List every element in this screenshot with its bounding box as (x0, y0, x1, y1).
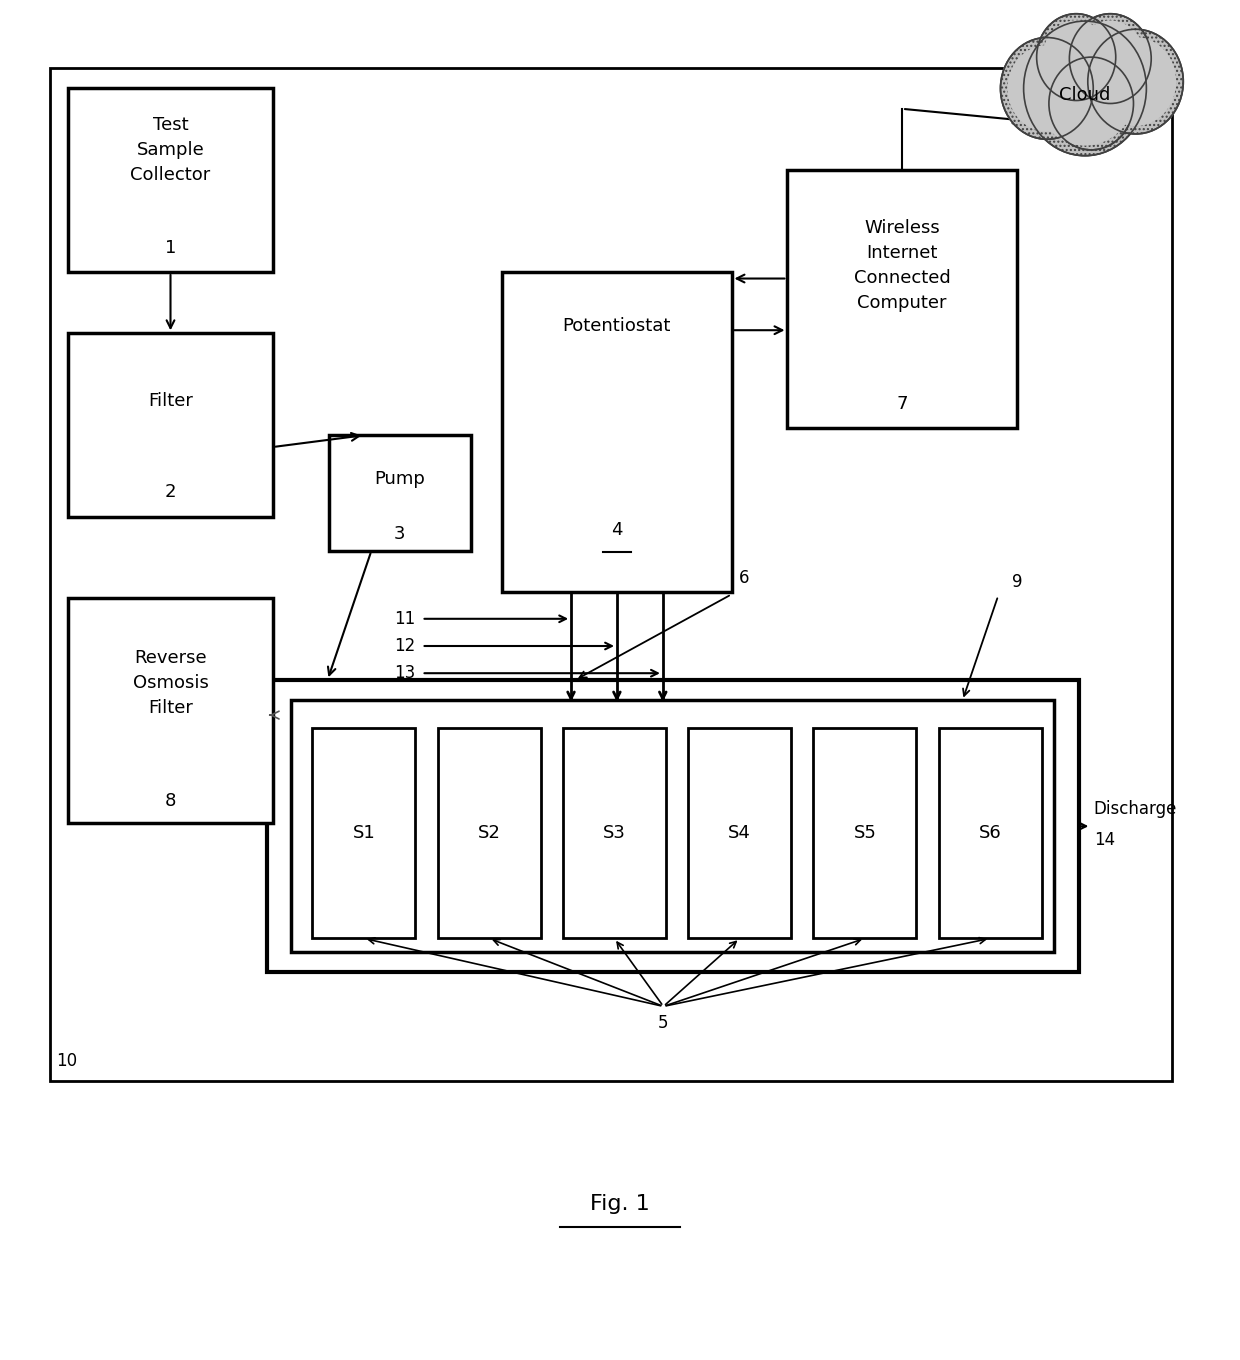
Bar (438, 728, 541, 938)
Circle shape (1087, 30, 1183, 133)
Text: Pump: Pump (374, 471, 425, 488)
Text: 11: 11 (394, 609, 415, 628)
Text: Discharge: Discharge (1094, 800, 1177, 817)
Bar (68, 598, 273, 823)
Text: Reverse
Osmosis
Filter: Reverse Osmosis Filter (133, 650, 208, 718)
Text: Filter: Filter (148, 392, 193, 409)
Bar (813, 728, 916, 938)
Circle shape (1024, 20, 1147, 155)
Text: 10: 10 (56, 1053, 77, 1070)
Bar (68, 88, 273, 272)
Bar (688, 728, 791, 938)
Circle shape (1043, 20, 1110, 94)
Bar (291, 700, 1054, 952)
Text: 7: 7 (897, 394, 908, 413)
Circle shape (1037, 14, 1116, 101)
Text: S6: S6 (978, 824, 1002, 842)
Circle shape (1049, 57, 1133, 150)
Bar (68, 333, 273, 517)
Bar (50, 68, 1172, 1081)
Bar (787, 170, 1017, 428)
Circle shape (1037, 14, 1116, 101)
Text: 2: 2 (165, 483, 176, 502)
Text: Fig. 1: Fig. 1 (590, 1194, 650, 1213)
Text: S3: S3 (603, 824, 626, 842)
Circle shape (1095, 37, 1176, 126)
Text: 6: 6 (739, 568, 749, 588)
Circle shape (1001, 38, 1094, 139)
Circle shape (1069, 14, 1151, 103)
Text: 3: 3 (394, 525, 405, 544)
Text: S5: S5 (853, 824, 877, 842)
Text: Wireless
Internet
Connected
Computer: Wireless Internet Connected Computer (853, 219, 951, 311)
Text: S2: S2 (477, 824, 501, 842)
Text: 5: 5 (658, 1013, 668, 1032)
Bar (502, 272, 732, 592)
Bar (563, 728, 666, 938)
Bar (312, 728, 415, 938)
Bar (939, 728, 1042, 938)
Text: 9: 9 (1012, 573, 1022, 592)
Bar (329, 435, 471, 551)
Circle shape (1075, 20, 1145, 97)
Text: S4: S4 (728, 824, 751, 842)
Circle shape (1033, 31, 1137, 146)
Circle shape (1055, 64, 1127, 143)
Text: 14: 14 (1094, 831, 1115, 849)
Text: 13: 13 (394, 664, 415, 683)
Circle shape (1069, 14, 1151, 103)
Text: S1: S1 (352, 824, 376, 842)
Text: Potentiostat: Potentiostat (563, 317, 671, 336)
Circle shape (1024, 20, 1147, 155)
Text: Test
Sample
Collector: Test Sample Collector (130, 117, 211, 184)
Text: 8: 8 (165, 792, 176, 811)
Circle shape (1049, 57, 1133, 150)
Text: 1: 1 (165, 238, 176, 257)
Circle shape (1001, 38, 1094, 139)
Circle shape (1007, 45, 1086, 132)
Circle shape (1087, 30, 1183, 133)
Bar (267, 680, 1079, 972)
Text: 12: 12 (394, 636, 415, 656)
Text: 4: 4 (611, 521, 622, 540)
Text: Cloud: Cloud (1059, 86, 1111, 105)
